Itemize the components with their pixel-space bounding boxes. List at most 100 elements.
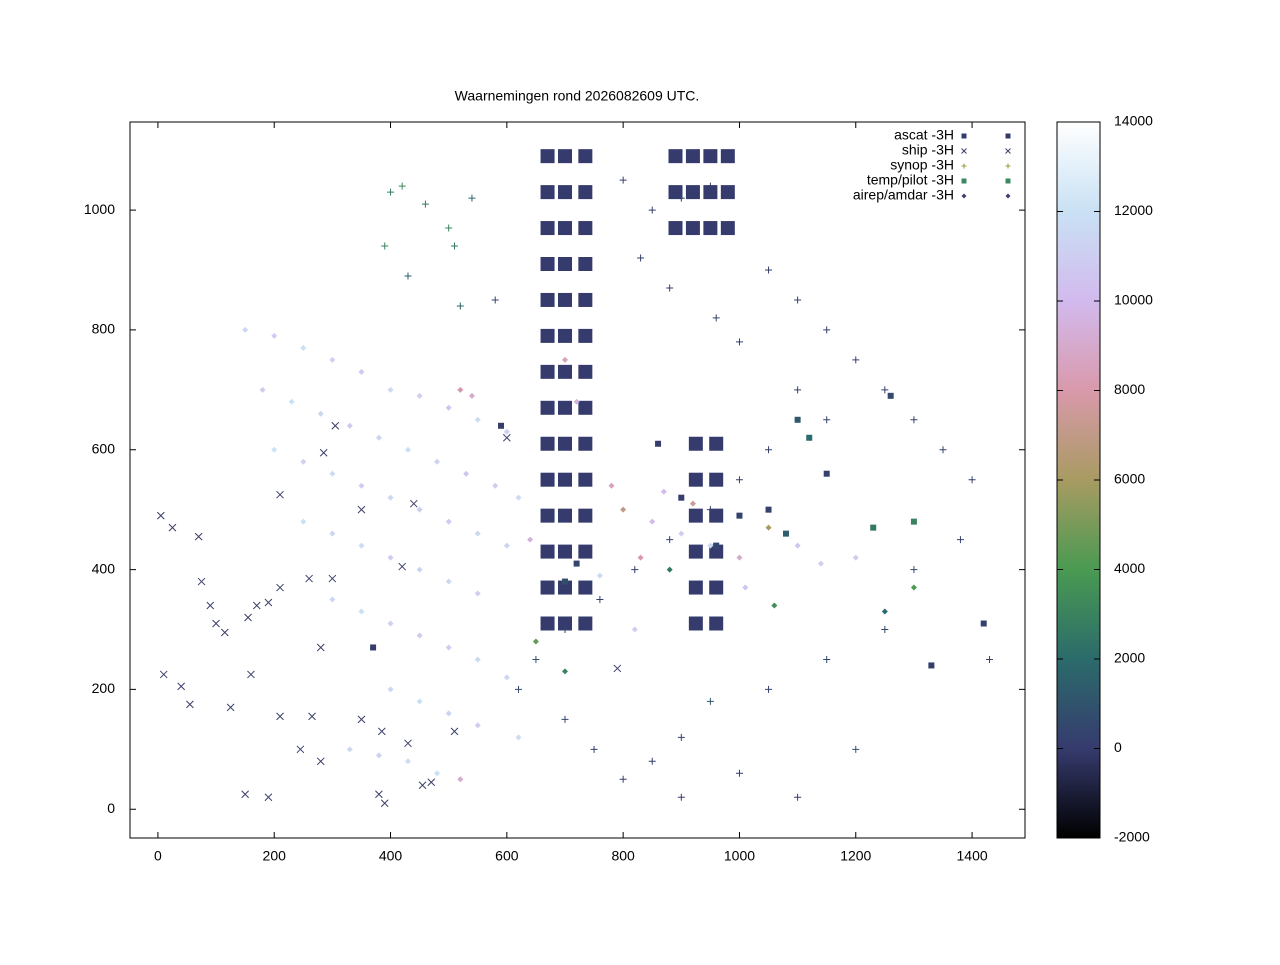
point [709, 616, 724, 631]
point [596, 596, 604, 604]
point [316, 643, 325, 652]
point [620, 506, 627, 513]
point [703, 149, 718, 164]
point [648, 206, 656, 214]
legend-marker [1005, 163, 1011, 169]
point [668, 149, 683, 164]
point [823, 326, 831, 334]
legend-marker [1005, 178, 1011, 184]
plot-frame [129, 121, 1026, 839]
point [387, 554, 394, 561]
point [794, 793, 802, 801]
point [720, 149, 735, 164]
y-tick-label: 1000 [84, 201, 115, 217]
x-tick-label: 1200 [840, 848, 871, 864]
point [709, 544, 724, 559]
point [608, 482, 615, 489]
point [706, 697, 714, 705]
point [329, 596, 336, 603]
point [450, 727, 459, 736]
point [852, 745, 860, 753]
point [986, 655, 994, 663]
point [515, 494, 522, 501]
point [532, 638, 539, 645]
point [817, 560, 824, 567]
point [712, 314, 720, 322]
point [527, 536, 534, 543]
point [474, 416, 481, 423]
point [276, 490, 284, 499]
point [709, 508, 724, 523]
point [416, 506, 423, 513]
point [540, 472, 555, 487]
point [346, 422, 353, 429]
point [271, 332, 278, 339]
point [451, 242, 459, 250]
point [735, 338, 743, 346]
x-tick-label: 600 [495, 848, 519, 864]
point [427, 778, 436, 787]
point [852, 554, 859, 561]
point [271, 446, 278, 453]
point [631, 626, 638, 633]
point [445, 404, 452, 411]
legend-label: temp/pilot -3H [867, 172, 954, 188]
colorbar-tick-label: 14000 [1114, 113, 1153, 129]
point [910, 518, 917, 525]
point [688, 580, 703, 595]
point [870, 524, 877, 531]
point [329, 470, 336, 477]
y-tick-label: 800 [92, 321, 116, 337]
point [244, 613, 252, 622]
point [456, 302, 464, 310]
point [370, 644, 377, 651]
point [666, 566, 673, 573]
point [409, 499, 418, 508]
point [177, 682, 186, 691]
point [387, 686, 394, 693]
point [474, 656, 481, 663]
point [619, 176, 627, 184]
point [532, 655, 540, 663]
point [445, 644, 452, 651]
point [557, 257, 572, 272]
point [502, 433, 511, 442]
point [794, 416, 801, 423]
colorbar [1056, 121, 1101, 839]
point [540, 257, 555, 272]
legend-label: ship -3H [902, 142, 954, 158]
point [398, 562, 407, 571]
legend-label: synop -3H [890, 157, 954, 173]
point [300, 518, 307, 525]
point [557, 149, 572, 164]
point [387, 188, 395, 196]
point [288, 398, 295, 405]
point [578, 328, 593, 343]
point [910, 416, 918, 424]
y-tick-label: 0 [107, 800, 115, 816]
point [578, 616, 593, 631]
point [637, 254, 645, 262]
point [578, 580, 593, 595]
point [380, 799, 389, 808]
point [771, 602, 778, 609]
point [578, 400, 593, 415]
point [540, 149, 555, 164]
point [194, 532, 203, 541]
point [492, 482, 499, 489]
point [540, 292, 555, 307]
point [823, 416, 831, 424]
point [540, 364, 555, 379]
point [515, 734, 522, 741]
point [557, 508, 572, 523]
point [276, 712, 284, 721]
point [264, 598, 273, 607]
point [709, 580, 724, 595]
point [648, 757, 656, 765]
point [434, 770, 441, 777]
point [765, 524, 772, 531]
point [713, 542, 720, 549]
point [703, 221, 718, 236]
point [557, 292, 572, 307]
point [206, 601, 215, 610]
